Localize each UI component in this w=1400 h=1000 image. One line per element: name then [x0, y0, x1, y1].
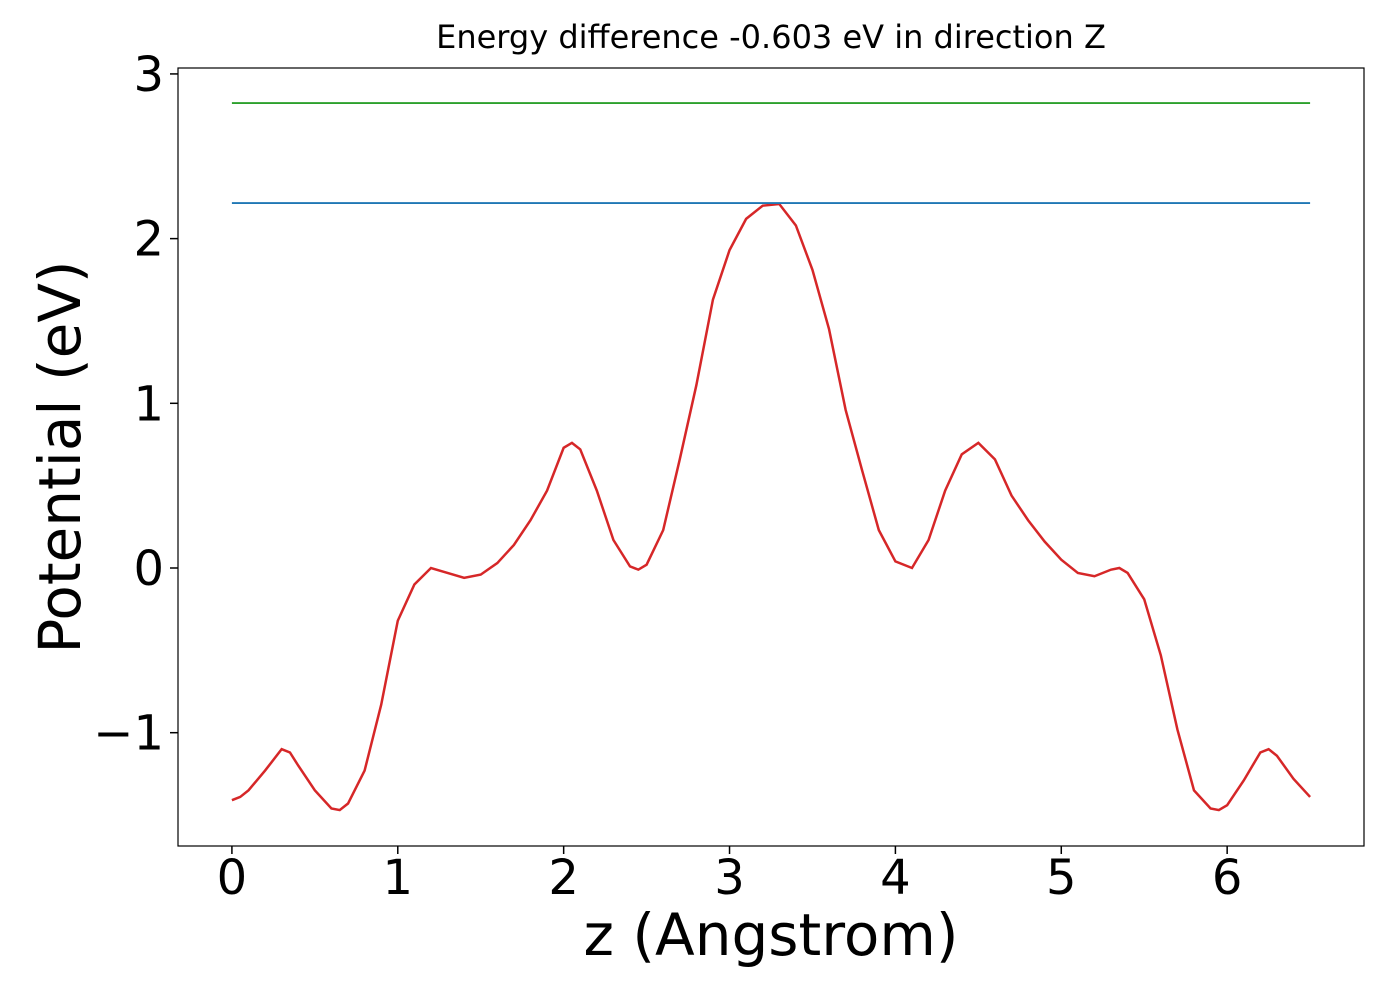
y-tick-label: −1 [93, 706, 164, 762]
x-tick-label: 5 [1046, 850, 1077, 906]
chart-title: Energy difference -0.603 eV in direction… [436, 18, 1106, 56]
plot-frame [177, 67, 1365, 847]
x-tick-label: 4 [880, 850, 911, 906]
y-tick-label: 3 [133, 47, 164, 103]
y-tick-label: 1 [133, 376, 164, 432]
y-tick-label: 0 [133, 541, 164, 597]
series-line [231, 202, 1312, 812]
y-tick-label: 2 [133, 212, 164, 268]
x-tick-label: 2 [548, 850, 579, 906]
x-axis-label: z (Angstrom) [584, 901, 959, 969]
x-tick-label: 3 [714, 850, 745, 906]
y-axis-label: Potential (eV) [26, 260, 94, 653]
x-tick-label: 1 [383, 850, 414, 906]
x-tick-label: 6 [1212, 850, 1243, 906]
x-tick-label: 0 [217, 850, 248, 906]
